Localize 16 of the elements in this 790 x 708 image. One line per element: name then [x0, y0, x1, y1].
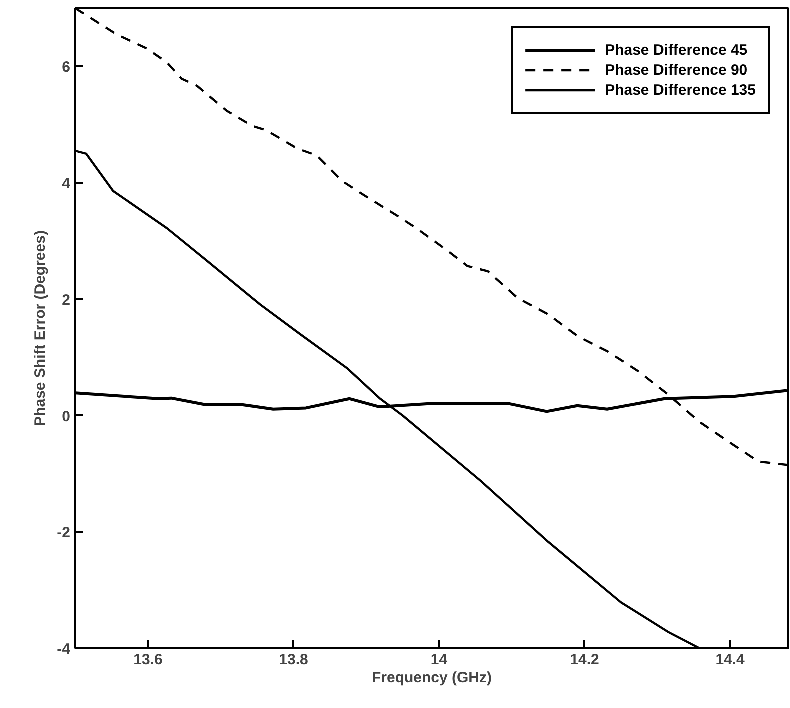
x-axis-title: Frequency (GHz): [372, 670, 492, 686]
y-tick-label: 0: [62, 408, 70, 426]
x-tick-label: 13.8: [279, 652, 308, 668]
legend-label: Phase Difference 90: [605, 62, 748, 78]
y-tick-label: 6: [62, 59, 70, 76]
x-tick-label: 14.4: [716, 652, 746, 668]
legend-label: Phase Difference 45: [605, 42, 748, 58]
y-tick-label: -4: [57, 641, 72, 658]
x-tick-label: 14.2: [570, 652, 600, 668]
y-tick-label: 2: [62, 292, 70, 309]
x-tick-label: 13.6: [134, 652, 163, 668]
x-tick-label: 14: [430, 652, 448, 668]
y-axis-title: Phase Shift Error (Degrees): [32, 230, 50, 426]
y-tick-label: 4: [62, 176, 72, 193]
legend-label: Phase Difference 135: [605, 82, 756, 98]
y-tick-label: -2: [57, 524, 71, 542]
